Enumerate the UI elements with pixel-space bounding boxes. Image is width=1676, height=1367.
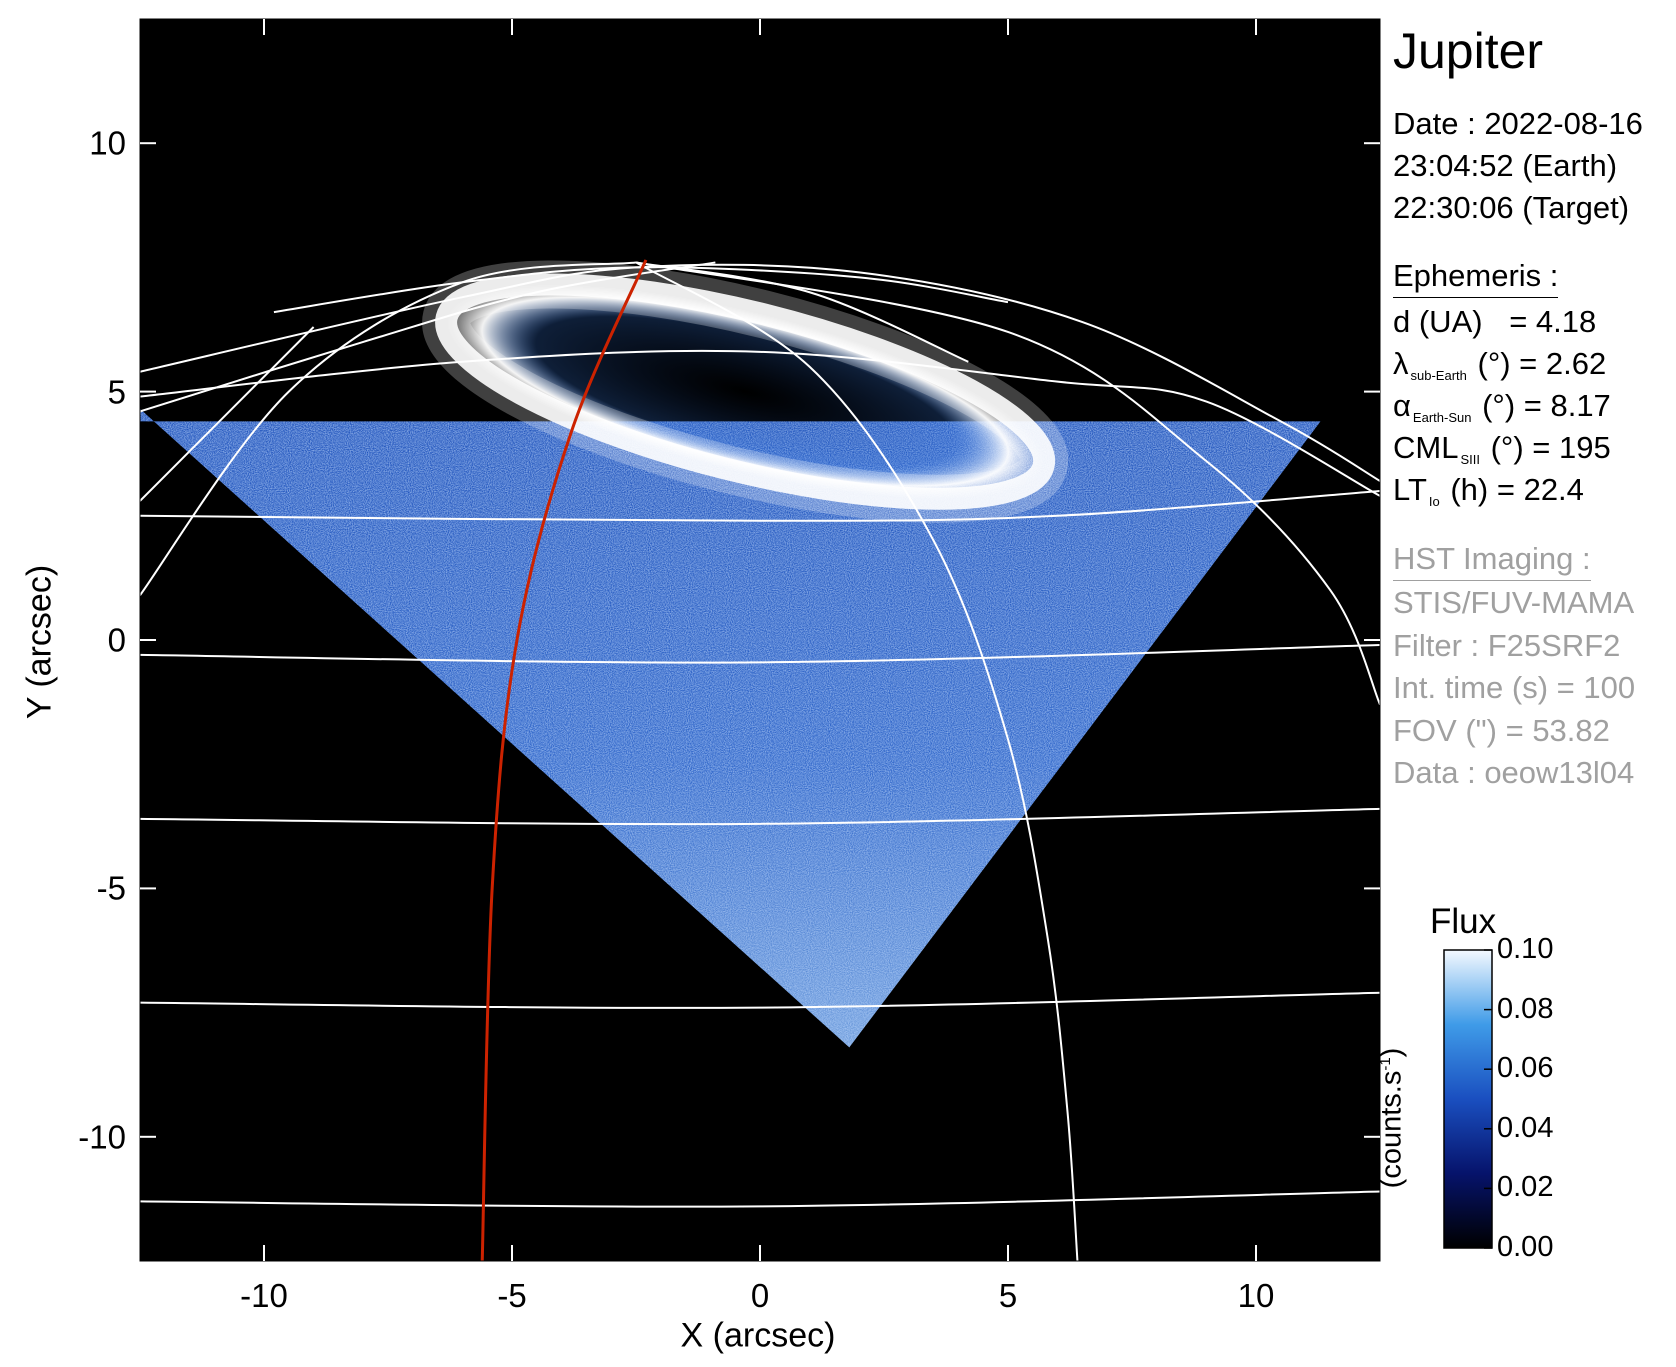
lambda-sub: sub-Earth xyxy=(1410,368,1467,383)
red-meridian-line xyxy=(480,259,648,1261)
hst-instrument: STIS/FUV-MAMA xyxy=(1393,585,1635,620)
latitude-line xyxy=(140,263,1380,482)
latitude-line xyxy=(140,1190,1380,1208)
hst-data-id: Data : oeow13l04 xyxy=(1393,755,1635,790)
colorbar-tick-label: 0.00 xyxy=(1497,1231,1554,1263)
y-tick-label: 0 xyxy=(107,621,126,659)
latitude-line xyxy=(140,643,1380,664)
y-tick-label: 5 xyxy=(107,373,126,411)
ephemeris-lambda: λ sub-Earth (°) = 2.62 xyxy=(1393,348,1606,382)
earth-time: 23:04:52 (Earth) xyxy=(1393,148,1618,183)
cml-value: (°) = 195 xyxy=(1490,430,1611,465)
alpha-value: (°) = 8.17 xyxy=(1482,388,1611,423)
colorbar-unit-prefix: (counts.s xyxy=(1375,1070,1408,1189)
colorbar-tick-label: 0.02 xyxy=(1497,1171,1554,1204)
x-axis-label: X (arcsec) xyxy=(680,1316,836,1355)
colorbar-title: Flux xyxy=(1430,902,1497,941)
longitude-line xyxy=(635,261,1079,1261)
x-tick-label: 0 xyxy=(750,1277,770,1314)
colorbar-tick-label: 0.04 xyxy=(1497,1111,1554,1144)
y-tick-label: -5 xyxy=(96,869,126,907)
colorbar-unit-sup: -1 xyxy=(1376,1057,1394,1071)
hst-filter: Filter : F25SRF2 xyxy=(1393,628,1621,663)
alpha-symbol: α xyxy=(1393,388,1411,423)
latitude-line xyxy=(273,266,1009,314)
planet-title: Jupiter xyxy=(1393,23,1544,79)
cml-sub: SIII xyxy=(1460,452,1480,467)
target-time: 22:30:06 (Target) xyxy=(1393,190,1630,225)
colorbar-unit: (counts.s-1) xyxy=(1376,1048,1409,1189)
colorbar-tick-label: 0.06 xyxy=(1497,1052,1554,1085)
axis-ticks xyxy=(140,19,1380,1261)
ephemeris-heading-text: Ephemeris : xyxy=(1393,260,1559,298)
colorbar-ticks xyxy=(1484,949,1492,1249)
ephemeris-cml: CML SIII (°) = 195 xyxy=(1393,432,1611,466)
longitude-line xyxy=(140,261,637,596)
hst-int-time: Int. time (s) = 100 xyxy=(1393,670,1636,705)
colorbar xyxy=(1443,949,1493,1249)
distance-value: = 4.18 xyxy=(1509,304,1597,339)
ephemeris-distance: d (UA) = 4.18 xyxy=(1393,306,1596,337)
x-tick-label: 10 xyxy=(1237,1277,1275,1314)
detector-noise xyxy=(140,408,1321,1048)
longitude-line xyxy=(140,261,716,413)
cml-label: CML xyxy=(1393,430,1459,465)
ephemeris-lt: LT Io (h) = 22.4 xyxy=(1393,474,1584,508)
ephemeris-heading: Ephemeris : xyxy=(1393,260,1559,298)
ephemeris-alpha: α Earth-Sun (°) = 8.17 xyxy=(1393,390,1611,424)
distance-label: d (UA) xyxy=(1393,304,1483,339)
longitude-line xyxy=(635,261,1380,705)
latlon-grid xyxy=(140,261,1380,1261)
lt-value: (h) = 22.4 xyxy=(1450,472,1584,507)
y-axis-label: Y (arcsec) xyxy=(20,564,59,720)
x-tick-label: 5 xyxy=(998,1277,1018,1314)
x-tick-label: -5 xyxy=(497,1277,527,1314)
longitude-line xyxy=(140,326,315,502)
y-tick-label: -10 xyxy=(78,1118,126,1156)
latitude-line xyxy=(140,991,1380,1009)
lt-sub: Io xyxy=(1428,494,1440,509)
latitude-line xyxy=(140,807,1380,826)
latitude-line xyxy=(140,349,1380,497)
alpha-sub: Earth-Sun xyxy=(1412,410,1472,425)
lt-label: LT xyxy=(1393,472,1427,507)
latitude-line xyxy=(140,489,1380,522)
colorbar-unit-suffix: ) xyxy=(1375,1047,1408,1058)
hst-fov: FOV (") = 53.82 xyxy=(1393,713,1610,748)
hst-heading-text: HST Imaging : xyxy=(1393,543,1591,581)
x-tick-label: -10 xyxy=(240,1277,288,1314)
colorbar-tick-label: 0.10 xyxy=(1497,933,1554,965)
y-tick-label: 10 xyxy=(89,124,126,162)
lambda-value: (°) = 2.62 xyxy=(1477,346,1607,381)
date-line: Date : 2022-08-16 xyxy=(1393,106,1643,141)
hst-heading: HST Imaging : xyxy=(1393,543,1591,581)
colorbar-tick-label: 0.08 xyxy=(1497,992,1554,1025)
lambda-symbol: λ xyxy=(1393,346,1409,381)
longitude-line xyxy=(635,261,969,363)
